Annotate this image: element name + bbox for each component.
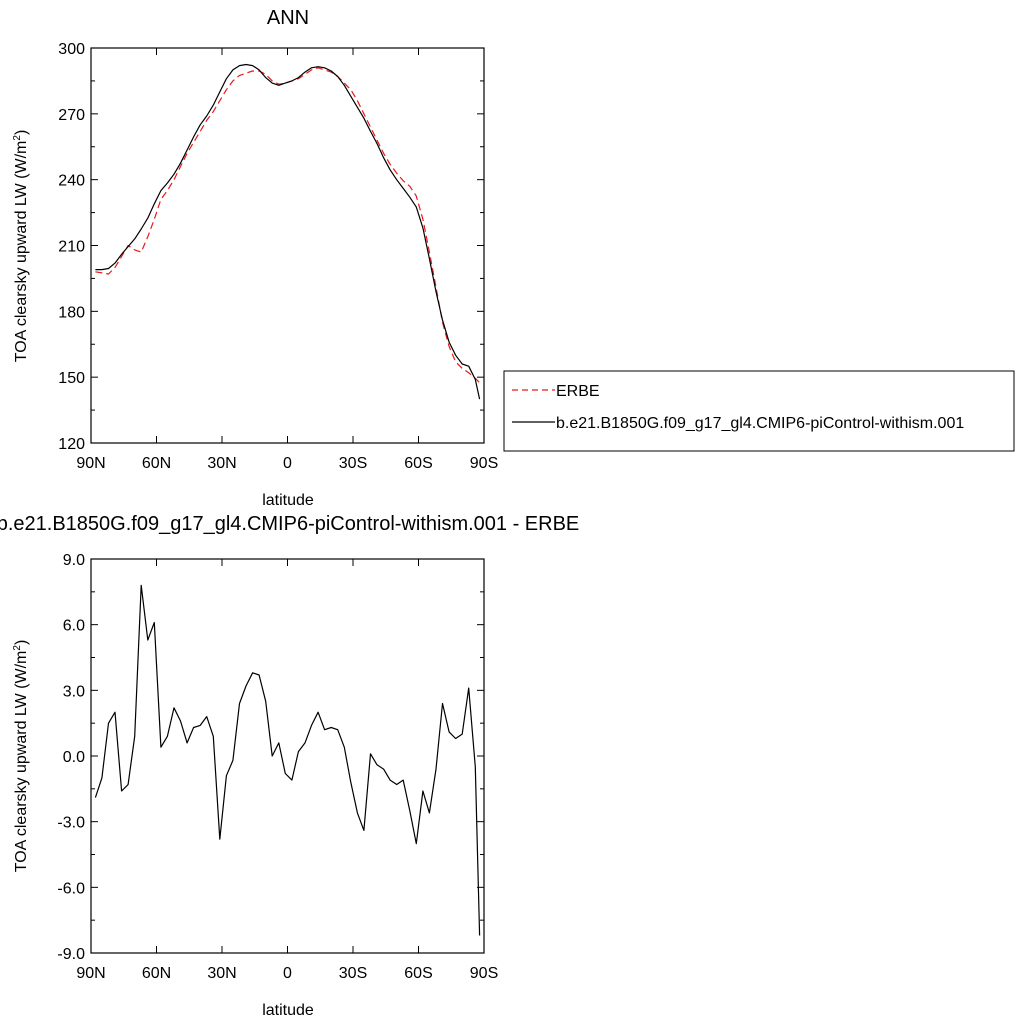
bottom-xtick-label: 30S [339,965,367,982]
bottom-tick-marks [90,558,485,954]
top-xtick-label: 60S [404,455,432,472]
top-ytick-label: 270 [58,107,85,124]
bottom-series-lines [94,584,481,936]
top-ytick-label: 210 [58,239,85,256]
bottom-xtick-label: 90N [76,965,105,982]
top-xtick-label: 90S [470,455,498,472]
top-x-axis-label: latitude [262,492,314,509]
top-series-line-1 [95,63,481,400]
top-ytick-label: 240 [58,173,85,190]
bottom-ytick-label: -3.0 [57,815,85,832]
bottom-plot-frame [90,558,485,954]
top-tick-marks [90,47,485,444]
top-xtick-label: 90N [76,455,105,472]
top-x-tick-labels: 90N 60N 30N 0 30S 60S 90S [76,455,498,472]
bottom-ytick-label: 9.0 [63,552,85,569]
top-panel: ANN 120 150 180 210 240 270 300 90N 60N 30N 0 30S 6… [12,7,1015,509]
bottom-xtick-label: 0 [283,965,292,982]
bottom-ytick-label: 6.0 [63,618,85,635]
top-xtick-label: 30S [339,455,367,472]
bottom-panel: b.e21.B1850G.f09_g17_gl4.CMIP6-piControl… [0,513,579,1019]
bottom-chart-title: b.e21.B1850G.f09_g17_gl4.CMIP6-piControl… [0,513,579,535]
bottom-xtick-label: 60S [404,965,432,982]
top-plot-frame [90,47,485,444]
top-y-tick-labels: 120 150 180 210 240 270 300 [58,41,85,453]
top-ytick-label: 180 [58,304,85,321]
bottom-x-tick-labels: 90N 60N 30N 0 30S 60S 90S [76,965,498,982]
bottom-x-axis-label: latitude [262,1002,314,1019]
bottom-series-line-0 [94,584,481,936]
top-series-lines [95,63,481,400]
bottom-y-axis-label: TOA clearsky upward LW (W/m2) [12,640,30,873]
top-chart-title: ANN [267,7,309,29]
top-ytick-label: 150 [58,370,85,387]
bottom-xtick-label: 60N [142,965,171,982]
top-xtick-label: 30N [207,455,236,472]
bottom-y-tick-labels: -9.0 -6.0 -3.0 0.0 3.0 6.0 9.0 [57,552,85,963]
top-y-axis-label: TOA clearsky upward LW (W/m2) [12,130,30,363]
top-xtick-label: 60N [142,455,171,472]
bottom-ytick-label: -6.0 [57,880,85,897]
top-xtick-label: 0 [283,455,292,472]
bottom-ytick-label: 3.0 [63,683,85,700]
legend: ERBE b.e21.B1850G.f09_g17_gl4.CMIP6-piCo… [503,370,1015,452]
top-ytick-label: 300 [58,41,85,58]
legend-box [503,370,1015,452]
bottom-ytick-label: 0.0 [63,749,85,766]
bottom-xtick-label: 90S [470,965,498,982]
bottom-xtick-label: 30N [207,965,236,982]
top-ytick-label: 120 [58,436,85,453]
legend-erbe-label: ERBE [556,383,600,400]
bottom-ytick-label: -9.0 [57,946,85,963]
legend-model-label: b.e21.B1850G.f09_g17_gl4.CMIP6-piControl… [556,415,964,432]
